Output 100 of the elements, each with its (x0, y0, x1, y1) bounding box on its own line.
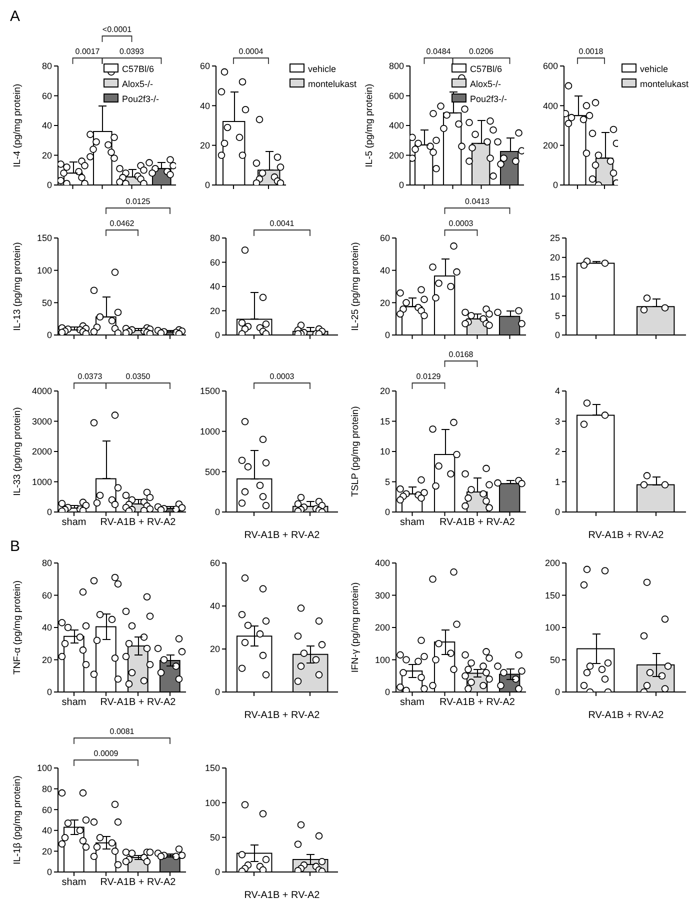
y-tick-label: 1000 (200, 426, 220, 437)
y-tick-label: 10 (550, 291, 560, 302)
y-tick-label: 200 (374, 622, 390, 633)
y-tick-label: 80 (42, 784, 52, 794)
y-axis-title: IL-13 (pg/mg protein) (12, 242, 23, 331)
y-tick-label: 100 (204, 798, 220, 808)
legend-label: vehicle (308, 64, 336, 74)
y-tick-label: 50 (210, 832, 220, 843)
legend-label: montelukast (640, 79, 690, 89)
legend-label: vehicle (640, 64, 668, 74)
y-tick-label: 1500 (200, 386, 220, 396)
y-tick-label: 20 (380, 386, 390, 396)
y-tick-label: 40 (210, 601, 220, 612)
y-tick-label: 0 (46, 687, 52, 698)
x-tick-label: sham (62, 877, 86, 888)
y-tick-label: 25 (550, 233, 560, 244)
y-tick-label: 1000 (32, 476, 52, 487)
y-tick-label: 60 (42, 90, 52, 101)
y-tick-label: 5 (384, 476, 390, 487)
y-tick-label: 40 (200, 100, 210, 111)
text: 0.0413 (465, 197, 490, 206)
y-tick-label: 400 (374, 558, 390, 568)
y-tick-label: 0 (214, 867, 220, 878)
y-axis-title: TSLP (pg/mg protein) (350, 406, 361, 497)
y-tick-label: 20 (42, 654, 52, 665)
y-tick-label: 2000 (32, 446, 52, 457)
y-tick-label: 0 (384, 507, 390, 518)
text: 0.0004 (238, 47, 264, 56)
y-axis-title: IL-1β (pg/mg protein) (12, 776, 23, 864)
y-tick-label: 100 (36, 763, 52, 774)
y-tick-label: 80 (42, 558, 52, 568)
text: 0.0462 (110, 219, 135, 228)
y-tick-label: 0 (384, 330, 390, 340)
legend-label: C57Bl/6 (122, 64, 154, 74)
y-tick-label: 500 (204, 466, 220, 477)
y-tick-label: 600 (542, 61, 558, 72)
text: 0.0041 (270, 219, 295, 228)
legend-label: Alox5-/- (470, 79, 502, 89)
text: 0.0373 (78, 372, 103, 381)
y-tick-label: 60 (210, 558, 220, 568)
y-tick-label: 2 (554, 446, 560, 457)
x-axis-title: RV-A1B + RV-A2 (244, 530, 320, 541)
y-tick-label: 15 (380, 416, 390, 426)
y-tick-label: 400 (542, 100, 558, 111)
y-tick-label: 4000 (32, 386, 52, 396)
y-tick-label: 150 (544, 590, 560, 600)
legend-label: montelukast (308, 79, 358, 89)
x-axis-title: RV-A1B + RV-A2 (244, 890, 320, 900)
y-tick-label: 200 (542, 140, 558, 151)
x-axis-title: RV-A1B + RV-A2 (244, 710, 320, 721)
y-tick-label: 20 (200, 140, 210, 151)
y-tick-label: 50 (550, 654, 560, 665)
y-tick-label: 0 (552, 180, 558, 190)
y-tick-label: 15 (550, 272, 560, 282)
x-tick-label: RV-A1B + RV-A2 (439, 517, 516, 528)
text: 0.0125 (126, 197, 151, 206)
y-tick-label: 80 (42, 61, 52, 72)
y-tick-label: 100 (544, 622, 560, 633)
y-tick-label: 100 (36, 266, 52, 276)
y-tick-label: 0 (214, 330, 220, 340)
legend-label: Pou2f3-/- (122, 94, 160, 104)
y-axis-title: IL-4 (pg/mg protein) (12, 84, 23, 168)
y-tick-label: 20 (550, 252, 560, 263)
y-axis-title: TNF-α (pg/mg protein) (12, 580, 23, 675)
y-tick-label: 0 (214, 687, 220, 698)
y-tick-label: 1 (554, 476, 560, 487)
y-tick-label: 150 (36, 233, 52, 244)
x-tick-label: sham (400, 697, 424, 708)
y-tick-label: 20 (210, 306, 220, 316)
y-tick-label: 40 (210, 282, 220, 292)
y-tick-label: 0 (46, 507, 52, 518)
y-tick-label: 20 (380, 298, 390, 308)
y-tick-label: 0 (204, 180, 210, 190)
y-tick-label: 0 (46, 180, 52, 190)
y-tick-label: 0 (554, 687, 560, 698)
chart-title: B (10, 538, 20, 555)
text: 0.0129 (416, 372, 442, 381)
x-tick-label: RV-A1B + RV-A2 (439, 697, 516, 708)
y-axis-title: IL-5 (pg/mg protein) (364, 84, 375, 168)
text: 0.0003 (270, 372, 295, 381)
y-tick-label: 0 (46, 330, 52, 340)
y-tick-label: 0 (398, 180, 404, 190)
y-axis-title: IL-33 (pg/mg protein) (12, 407, 23, 496)
text: 0.0017 (75, 47, 100, 56)
y-tick-label: 200 (388, 150, 404, 160)
x-axis-title: RV-A1B + RV-A2 (588, 530, 664, 541)
y-tick-label: 600 (388, 90, 404, 101)
x-tick-label: RV-A1B + RV-A2 (100, 697, 176, 708)
y-tick-label: 100 (374, 654, 390, 665)
y-axis-title: IFN-γ (pg/mg protein) (350, 582, 361, 673)
y-axis-title: IL-25 (pg/mg protein) (350, 242, 361, 331)
y-tick-label: 0 (46, 867, 52, 878)
y-tick-label: 20 (42, 150, 52, 160)
text: <0.0001 (102, 25, 132, 34)
y-tick-label: 200 (544, 558, 560, 568)
text: 0.0081 (110, 727, 135, 736)
y-tick-label: 20 (210, 644, 220, 654)
text: 0.0206 (469, 47, 494, 56)
y-tick-label: 60 (200, 61, 210, 72)
legend-label: Alox5-/- (122, 79, 154, 89)
